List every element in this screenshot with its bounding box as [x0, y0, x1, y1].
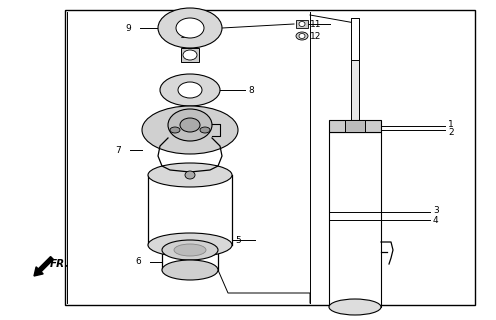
Text: 2: 2	[448, 127, 454, 137]
Bar	[181, 48, 199, 62]
Text: 4: 4	[433, 215, 438, 225]
Text: 5: 5	[235, 236, 241, 244]
Ellipse shape	[148, 233, 232, 257]
Ellipse shape	[185, 171, 195, 179]
Ellipse shape	[299, 21, 305, 27]
Text: 10: 10	[180, 30, 191, 39]
Ellipse shape	[178, 82, 202, 98]
Text: 7: 7	[115, 146, 121, 155]
Ellipse shape	[162, 240, 218, 260]
Ellipse shape	[158, 8, 222, 48]
Ellipse shape	[148, 163, 232, 187]
Ellipse shape	[180, 118, 200, 132]
Text: 1: 1	[448, 119, 454, 129]
Ellipse shape	[162, 260, 218, 280]
Text: 8: 8	[248, 85, 254, 94]
Bar	[351, 58, 359, 125]
Text: 9: 9	[125, 23, 131, 33]
Bar	[345, 120, 365, 132]
Ellipse shape	[299, 34, 305, 38]
Ellipse shape	[160, 74, 220, 106]
Text: 3: 3	[433, 205, 439, 214]
Ellipse shape	[329, 299, 381, 315]
Text: 6: 6	[135, 258, 141, 267]
Ellipse shape	[296, 32, 308, 40]
Bar	[296, 20, 308, 28]
Ellipse shape	[142, 106, 238, 154]
Text: FR.: FR.	[50, 259, 69, 269]
FancyArrow shape	[34, 257, 54, 276]
Ellipse shape	[183, 50, 197, 60]
Ellipse shape	[168, 109, 212, 141]
Bar	[351, 18, 359, 60]
Text: 12: 12	[310, 31, 321, 41]
Ellipse shape	[170, 127, 180, 133]
Ellipse shape	[174, 244, 206, 256]
Ellipse shape	[176, 18, 204, 38]
Bar	[65, 10, 475, 305]
Bar	[329, 120, 381, 132]
Ellipse shape	[200, 127, 210, 133]
Bar	[329, 132, 381, 307]
Text: 11: 11	[310, 20, 321, 28]
